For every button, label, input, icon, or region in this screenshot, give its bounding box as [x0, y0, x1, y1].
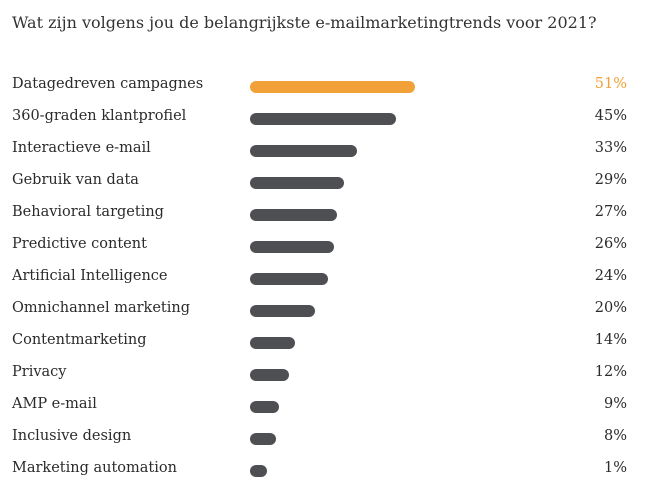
category-label: Artificial Intelligence [12, 268, 168, 284]
bar [250, 433, 276, 445]
bar-row: Omnichannel marketing 20% [0, 295, 665, 327]
bar [250, 113, 396, 125]
value-label: 24% [594, 268, 627, 284]
bar [250, 465, 267, 477]
bar-row: Artificial Intelligence 24% [0, 263, 665, 295]
bar-chart: Datagedreven campagnes 51% 360-graden klan… [0, 71, 665, 487]
value-label: 14% [594, 332, 627, 348]
category-label: Contentmarketing [12, 332, 147, 348]
value-label: 20% [594, 300, 627, 316]
value-label: 12% [594, 364, 627, 380]
bar [250, 337, 296, 349]
value-label: 9% [603, 396, 627, 412]
category-label: 360-graden klantprofiel [12, 108, 187, 124]
bar [250, 145, 357, 157]
value-label: 51% [594, 76, 627, 92]
category-label: Gebruik van data [12, 172, 139, 188]
bar [250, 401, 280, 413]
bar-row: Predictive content 26% [0, 231, 665, 263]
category-label: AMP e-mail [12, 396, 97, 412]
category-label: Privacy [12, 364, 67, 380]
bar [250, 177, 344, 189]
bar-row: Contentmarketing 14% [0, 327, 665, 359]
chart-title: Wat zijn volgens jou de belangrijkste e-… [12, 13, 597, 32]
bar [250, 241, 335, 253]
category-label: Inclusive design [12, 428, 132, 444]
bar [250, 273, 328, 285]
bar-row: AMP e-mail 9% [0, 391, 665, 423]
category-label: Predictive content [12, 236, 147, 252]
value-label: 33% [594, 140, 627, 156]
category-label: Marketing automation [12, 460, 177, 476]
bar [250, 369, 289, 381]
value-label: 29% [594, 172, 627, 188]
category-label: Behavioral targeting [12, 204, 164, 220]
category-label: Omnichannel marketing [12, 300, 191, 316]
bar-row: 360-graden klantprofiel 45% [0, 103, 665, 135]
bar [250, 305, 315, 317]
bar [250, 209, 338, 221]
value-label: 27% [594, 204, 627, 220]
category-label: Interactieve e-mail [12, 140, 151, 156]
value-label: 1% [603, 460, 627, 476]
value-label: 26% [594, 236, 627, 252]
category-label: Datagedreven campagnes [12, 76, 204, 92]
bar-row: Privacy 12% [0, 359, 665, 391]
bar-row: Gebruik van data 29% [0, 167, 665, 199]
value-label: 8% [603, 428, 627, 444]
bar-row: Marketing automation 1% [0, 455, 665, 487]
bar-row: Datagedreven campagnes 51% [0, 71, 665, 103]
value-label: 45% [594, 108, 627, 124]
bar [250, 81, 415, 93]
bar-row: Behavioral targeting 27% [0, 199, 665, 231]
bar-row: Inclusive design 8% [0, 423, 665, 455]
bar-row: Interactieve e-mail 33% [0, 135, 665, 167]
